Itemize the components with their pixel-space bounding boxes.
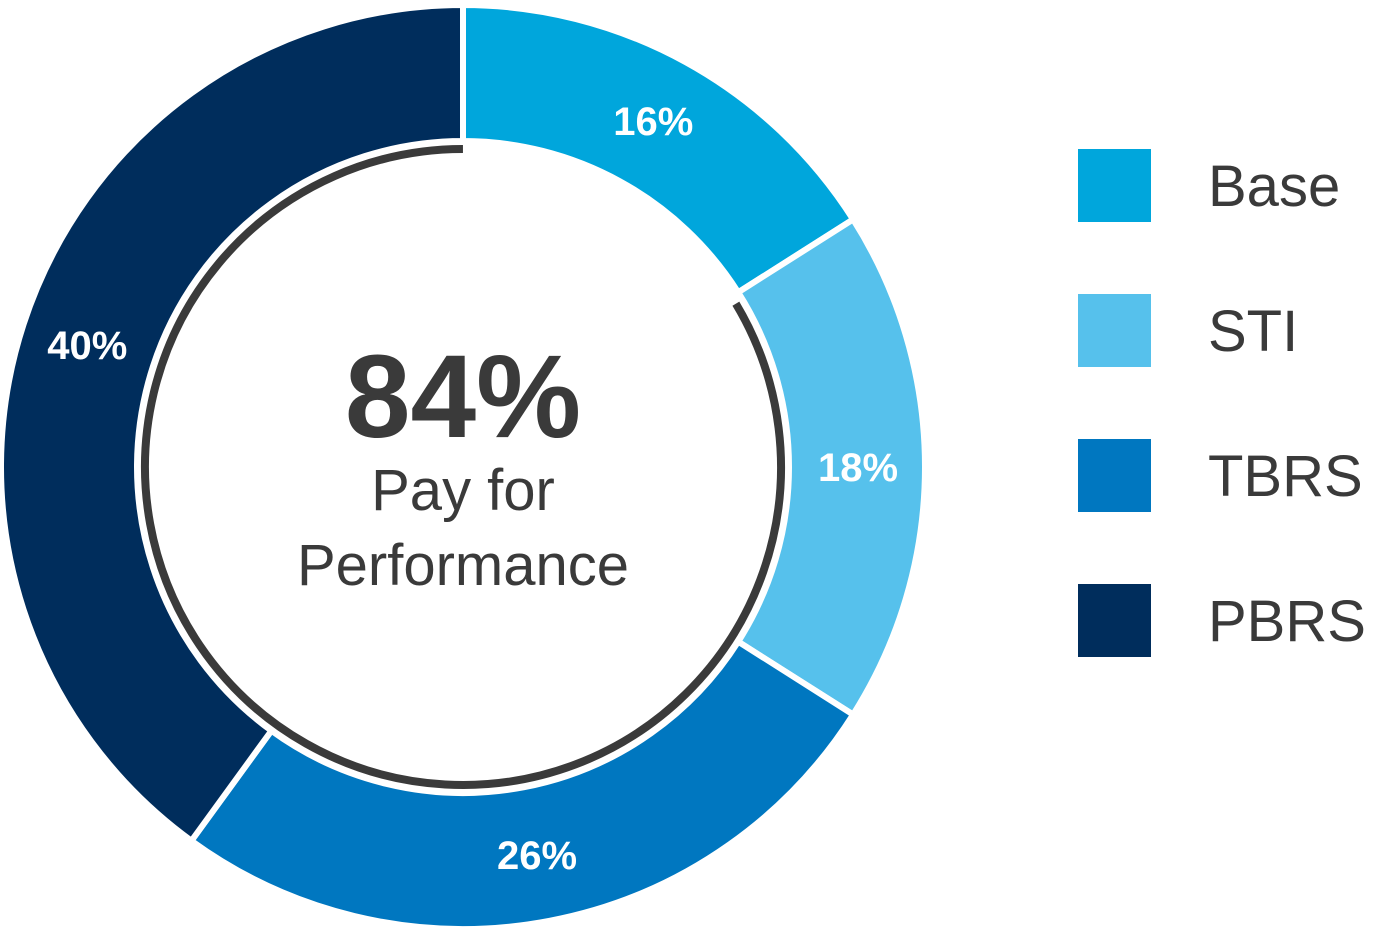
center-value: 84% [345,331,581,463]
donut-slices [0,1,928,932]
slice-label-tbrs: 26% [497,834,577,878]
slice-base [460,1,858,297]
pay-for-performance-arc [141,145,785,789]
legend-label-base: Base [1208,154,1340,219]
slice-label-sti: 18% [818,446,898,490]
center-label-line-1: Pay for [371,458,555,523]
slice-pbrs [0,1,466,845]
legend-swatch-sti [1078,294,1151,367]
legend-swatch-pbrs [1078,584,1151,657]
slice-label-base: 16% [613,100,693,144]
slice-tbrs [187,637,858,932]
legend-swatch-base [1078,149,1151,222]
legend-label-tbrs: TBRS [1208,444,1363,509]
slice-sti [734,215,928,719]
legend-label-sti: STI [1208,299,1298,364]
legend-label-pbrs: PBRS [1208,589,1366,654]
slice-labels: 16% 18% 26% 40% [47,100,898,878]
slice-label-pbrs: 40% [47,324,127,368]
center-label-line-2: Performance [297,533,629,598]
legend: Base STI TBRS PBRS [1078,149,1366,657]
legend-swatch-tbrs [1078,439,1151,512]
